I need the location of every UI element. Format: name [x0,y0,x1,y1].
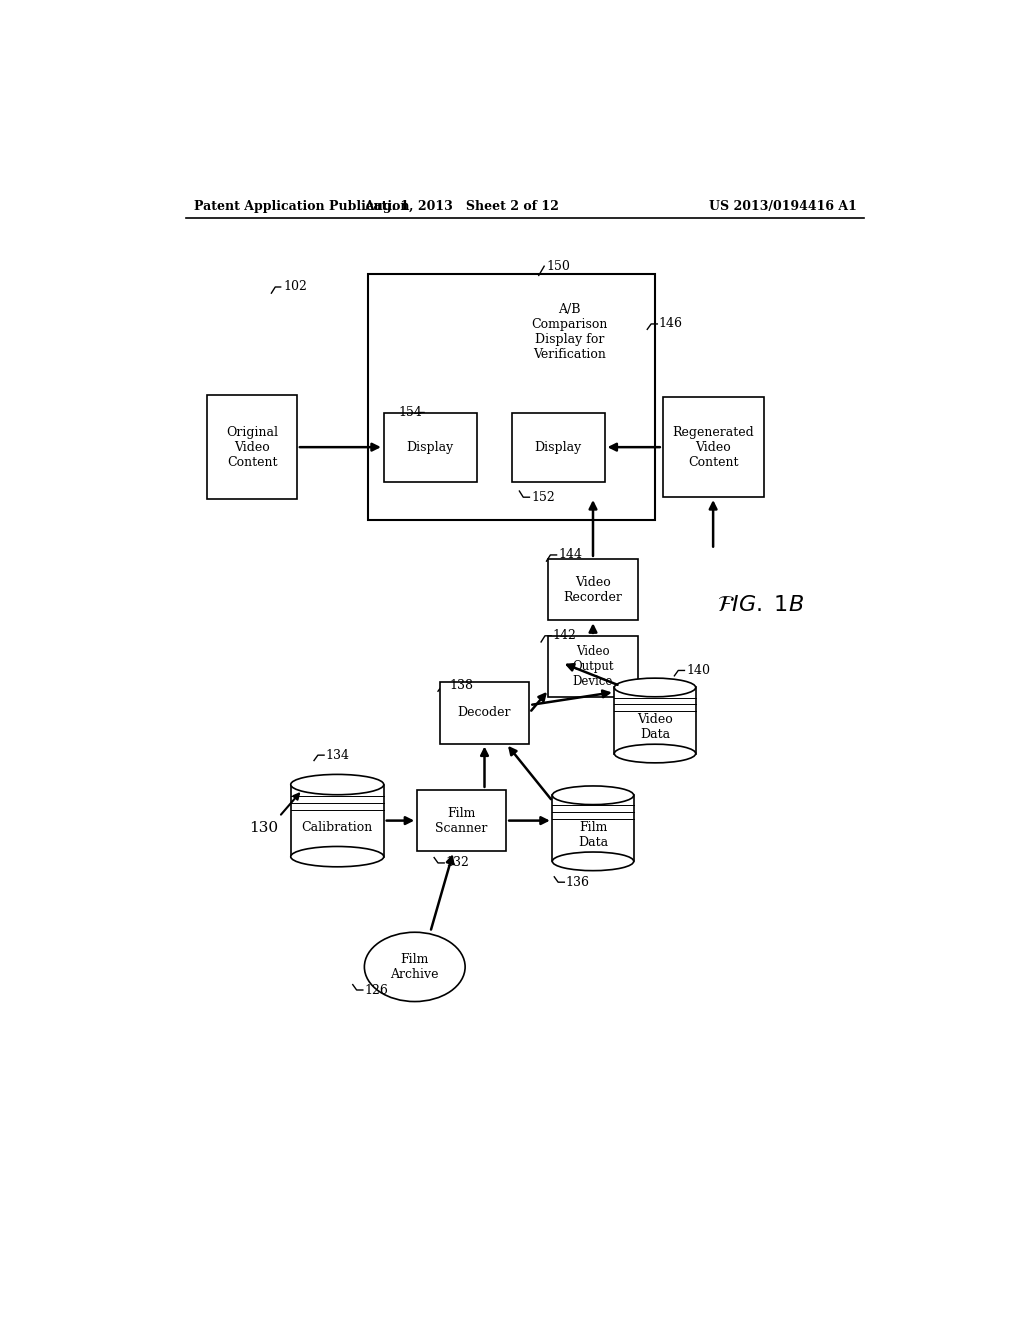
Text: Video
Output
Device: Video Output Device [572,645,613,688]
Text: 126: 126 [365,983,388,997]
Bar [512,412,604,482]
Bar [614,688,695,754]
Text: A/B
Comparison
Display for
Verification: A/B Comparison Display for Verification [531,302,608,360]
Ellipse shape [291,775,384,795]
Text: 130: 130 [249,821,279,836]
Text: 142: 142 [553,630,577,643]
Text: 152: 152 [531,491,555,504]
Text: Film
Scanner: Film Scanner [435,807,487,834]
Text: 136: 136 [566,875,590,888]
Ellipse shape [365,932,465,1002]
Text: 134: 134 [326,748,349,762]
Bar [369,275,655,520]
Text: $\mathcal{F}$$IG.\ 1B$: $\mathcal{F}$$IG.\ 1B$ [717,594,804,616]
Text: Decoder: Decoder [458,706,511,719]
Ellipse shape [291,846,384,867]
Text: Film
Archive: Film Archive [390,953,439,981]
Bar [552,795,634,862]
Bar [663,397,764,498]
Text: Display: Display [535,441,582,454]
Text: 150: 150 [547,260,570,273]
Text: Patent Application Publication: Patent Application Publication [194,199,410,213]
Bar [417,789,506,851]
Text: 138: 138 [450,680,474,693]
Text: Original
Video
Content: Original Video Content [226,425,278,469]
Bar [549,636,638,697]
Text: 140: 140 [686,664,710,677]
Bar [549,558,638,620]
Ellipse shape [614,678,695,697]
Text: Film
Data: Film Data [578,821,608,849]
Ellipse shape [552,785,634,805]
Text: Display: Display [407,441,454,454]
Bar [291,784,384,857]
Text: 154: 154 [398,407,423,418]
Text: Video
Recorder: Video Recorder [563,576,623,603]
Ellipse shape [614,744,695,763]
Text: US 2013/0194416 A1: US 2013/0194416 A1 [709,199,856,213]
Text: 144: 144 [558,548,582,561]
Text: Calibration: Calibration [302,821,373,834]
Ellipse shape [552,851,634,871]
Bar [384,412,477,482]
Text: Aug. 1, 2013   Sheet 2 of 12: Aug. 1, 2013 Sheet 2 of 12 [364,199,559,213]
Text: Regenerated
Video
Content: Regenerated Video Content [672,425,754,469]
Bar [440,682,529,743]
Text: 146: 146 [658,317,683,330]
Bar [208,395,297,499]
Text: 102: 102 [283,280,307,293]
Text: 132: 132 [445,857,470,870]
Text: Video
Data: Video Data [637,713,673,741]
